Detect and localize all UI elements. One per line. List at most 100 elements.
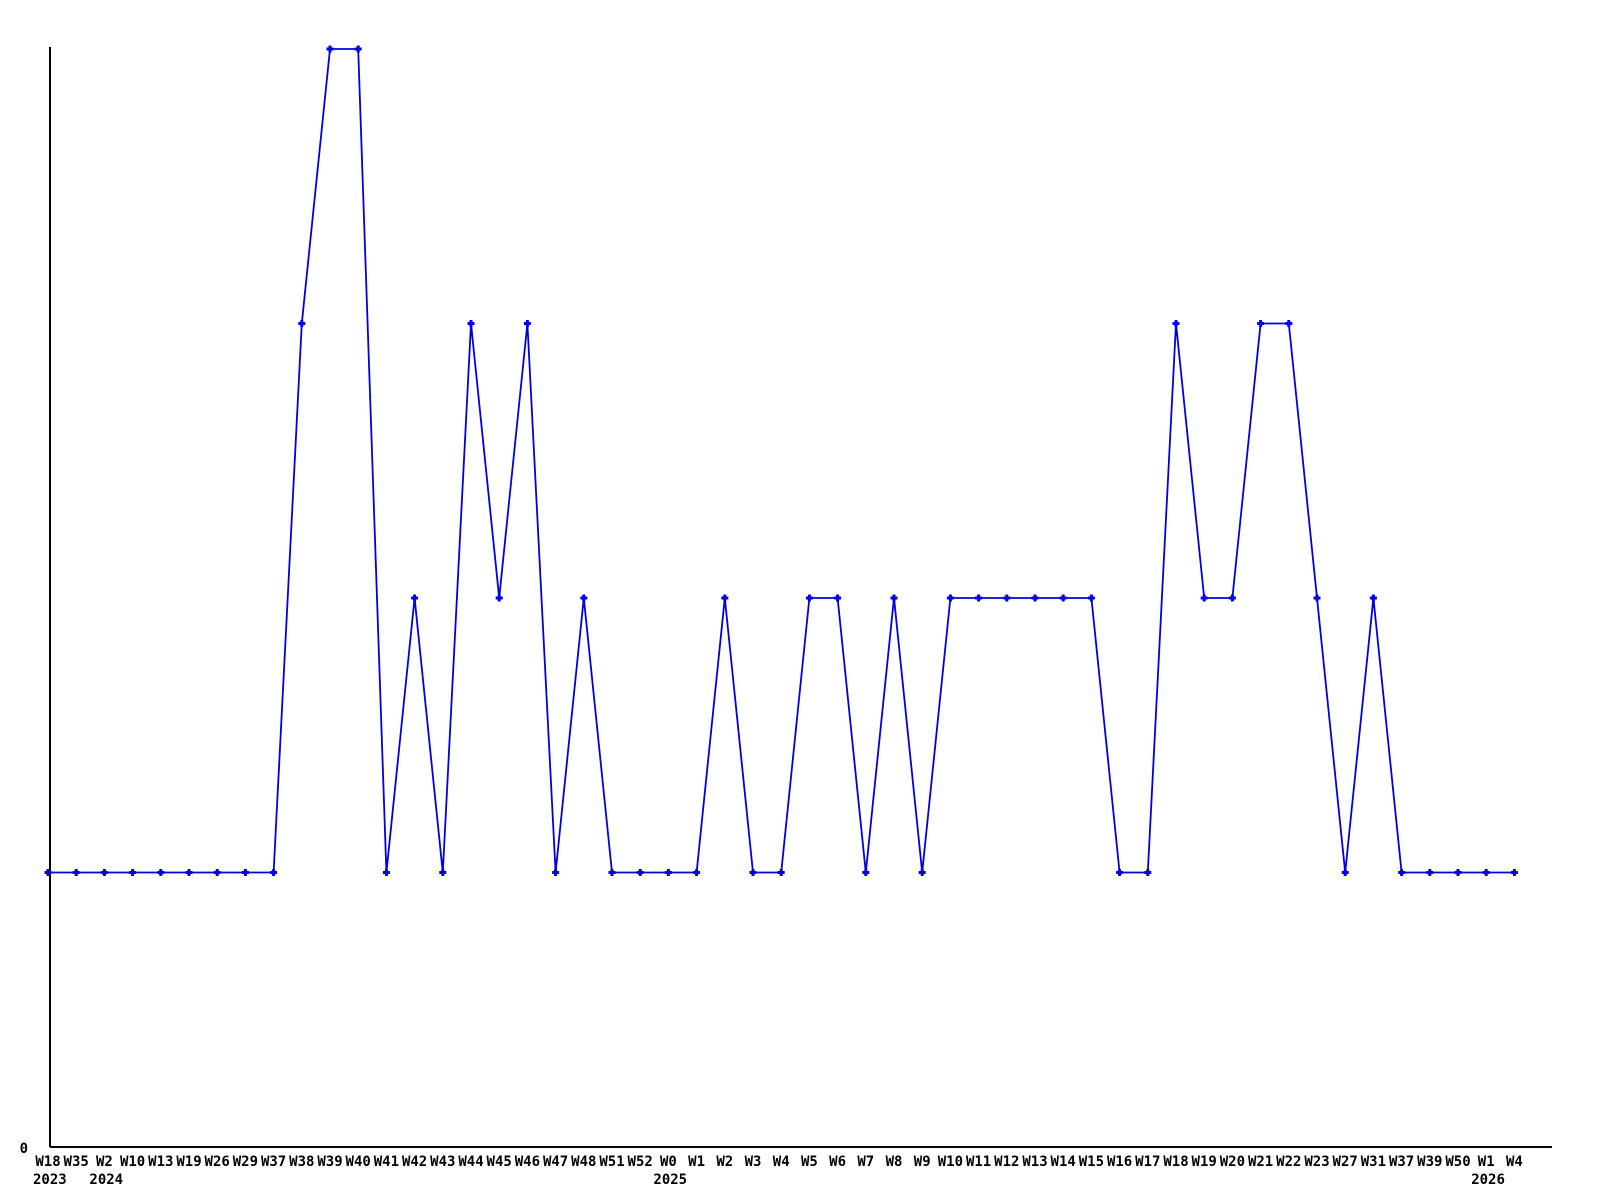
x-tick-label: W42	[402, 1154, 427, 1170]
x-tick-label: W0	[660, 1154, 677, 1170]
data-point-marker	[44, 869, 52, 876]
data-point-marker	[523, 320, 531, 327]
data-point-marker	[1369, 594, 1377, 602]
x-tick-label: W39	[317, 1154, 342, 1170]
x-tick-label: W51	[599, 1154, 624, 1170]
data-point-marker	[1003, 594, 1011, 602]
data-point-marker	[100, 869, 108, 876]
x-tick-label: W19	[176, 1154, 201, 1170]
x-tick-label: W20	[1220, 1154, 1245, 1170]
data-point-marker	[749, 869, 757, 876]
x-tick-label: W23	[1304, 1154, 1329, 1170]
x-tick-label: W47	[543, 1154, 568, 1170]
data-point-marker	[213, 869, 221, 876]
y-axis-origin-label: 0	[20, 1141, 28, 1157]
data-point-marker	[1031, 594, 1039, 602]
x-tick-label: W6	[829, 1154, 846, 1170]
data-point-marker	[241, 869, 249, 876]
year-label: 2026	[1471, 1172, 1505, 1188]
data-point-marker	[862, 869, 870, 876]
x-tick-label: W8	[886, 1154, 903, 1170]
x-tick-label: W41	[374, 1154, 399, 1170]
data-point-marker	[693, 869, 701, 876]
data-point-marker	[580, 594, 588, 602]
data-point-marker	[1285, 320, 1293, 327]
data-point-marker	[185, 869, 193, 876]
data-point-marker	[1059, 594, 1067, 602]
x-tick-label: W4	[1506, 1154, 1523, 1170]
x-tick-label: W12	[994, 1154, 1019, 1170]
x-tick-label: W52	[628, 1154, 653, 1170]
data-point-marker	[1426, 869, 1434, 876]
data-point-marker	[636, 869, 644, 876]
x-tick-label: W26	[205, 1154, 230, 1170]
x-tick-label: W44	[458, 1154, 483, 1170]
data-point-marker	[1341, 869, 1349, 876]
x-tick-label: W46	[515, 1154, 540, 1170]
x-tick-label: W19	[1192, 1154, 1217, 1170]
x-tick-label: W38	[289, 1154, 314, 1170]
data-point-marker	[1257, 320, 1265, 327]
data-point-marker	[326, 45, 334, 53]
data-point-marker	[439, 869, 447, 876]
data-point-marker	[721, 594, 729, 602]
x-tick-label: W10	[120, 1154, 145, 1170]
data-point-marker	[1510, 869, 1518, 876]
data-point-marker	[1144, 869, 1152, 876]
data-point-marker	[495, 594, 503, 602]
x-tick-label: W15	[1079, 1154, 1104, 1170]
data-point-marker	[411, 594, 419, 602]
data-point-marker	[1313, 594, 1321, 602]
x-tick-label: W11	[966, 1154, 991, 1170]
x-tick-label: W29	[233, 1154, 258, 1170]
data-point-marker	[834, 594, 842, 602]
x-tick-label: W1	[1478, 1154, 1495, 1170]
year-label: 2024	[89, 1172, 123, 1188]
data-point-marker	[1398, 869, 1406, 876]
data-point-marker	[946, 594, 954, 602]
x-tick-label: W40	[346, 1154, 371, 1170]
x-tick-label: W27	[1333, 1154, 1358, 1170]
data-point-marker	[918, 869, 926, 876]
data-point-marker	[1116, 869, 1124, 876]
x-tick-label: W21	[1248, 1154, 1273, 1170]
x-tick-label: W1	[688, 1154, 705, 1170]
year-label: 2025	[653, 1172, 687, 1188]
data-point-marker	[1172, 320, 1180, 327]
x-tick-label: W5	[801, 1154, 818, 1170]
x-tick-label: W2	[96, 1154, 113, 1170]
x-tick-label: W16	[1107, 1154, 1132, 1170]
x-tick-label: W9	[914, 1154, 931, 1170]
x-tick-label: W10	[938, 1154, 963, 1170]
data-point-marker	[1087, 594, 1095, 602]
data-point-marker	[1200, 594, 1208, 602]
x-tick-label: W14	[1051, 1154, 1076, 1170]
data-point-marker	[1454, 869, 1462, 876]
x-tick-label: W31	[1361, 1154, 1386, 1170]
data-point-marker	[157, 869, 165, 876]
data-point-marker	[382, 869, 390, 876]
data-point-marker	[72, 869, 80, 876]
x-tick-label: W37	[1389, 1154, 1414, 1170]
x-tick-label: W22	[1276, 1154, 1301, 1170]
x-tick-label: W17	[1135, 1154, 1160, 1170]
x-tick-label: W45	[487, 1154, 512, 1170]
x-tick-label: W48	[571, 1154, 596, 1170]
year-label: 2023	[33, 1172, 67, 1188]
x-tick-label: W18	[1163, 1154, 1188, 1170]
data-point-marker	[805, 594, 813, 602]
x-tick-label: W50	[1445, 1154, 1470, 1170]
x-tick-label: W18	[35, 1154, 60, 1170]
data-point-marker	[129, 869, 137, 876]
x-tick-label: W4	[773, 1154, 790, 1170]
x-tick-label: W3	[745, 1154, 762, 1170]
x-tick-label: W37	[261, 1154, 286, 1170]
data-point-marker	[298, 320, 306, 327]
x-tick-label: W13	[1022, 1154, 1047, 1170]
data-point-marker	[1482, 869, 1490, 876]
x-tick-label: W35	[64, 1154, 89, 1170]
data-point-marker	[608, 869, 616, 876]
data-point-marker	[552, 869, 560, 876]
